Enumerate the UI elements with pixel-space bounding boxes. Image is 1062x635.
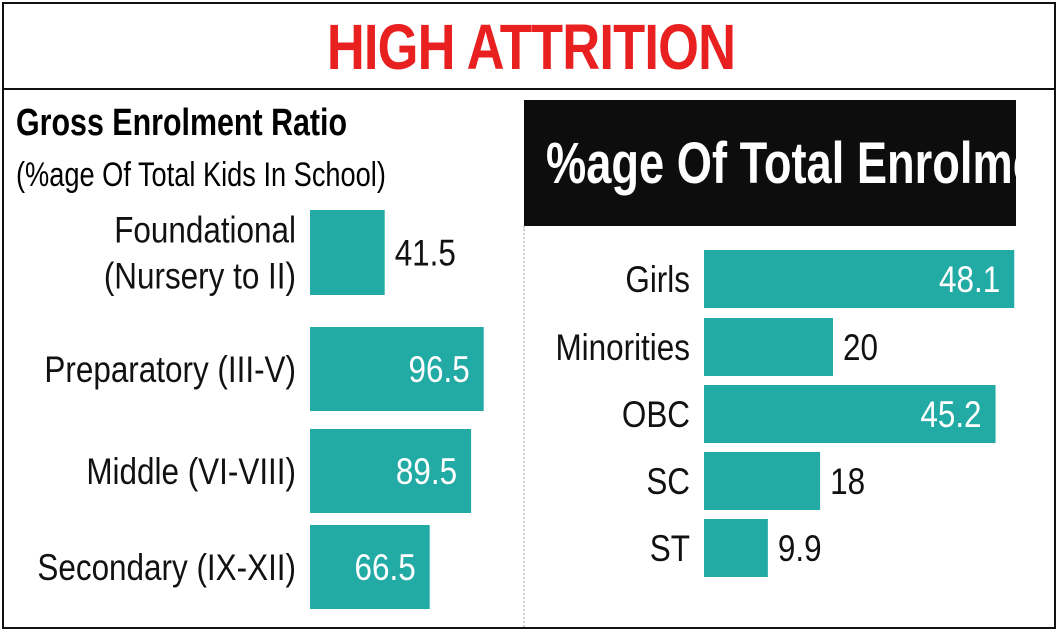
- bar-0-3: [310, 525, 430, 609]
- panel-divider: [523, 226, 525, 627]
- category-label: Girls: [625, 260, 690, 301]
- value-label: 89.5: [396, 452, 457, 493]
- value-label: 41.5: [395, 233, 456, 274]
- category-label: Minorities: [555, 328, 690, 369]
- value-label: 96.5: [409, 350, 470, 391]
- category-label: (Nursery to II): [104, 256, 296, 297]
- header-title: HIGH ATTRITION: [326, 11, 736, 83]
- category-label: Foundational: [114, 210, 296, 251]
- value-label: 45.2: [920, 395, 981, 436]
- bar-1-3: [704, 452, 821, 510]
- bar-0-0: [310, 210, 385, 295]
- bar-0-2: [310, 429, 472, 513]
- bar-1-0: [704, 250, 1015, 308]
- bar-1-1: [704, 318, 833, 376]
- category-label: Secondary (IX-XII): [37, 548, 296, 589]
- category-label: OBC: [622, 395, 690, 436]
- category-label: Middle (VI-VIII): [86, 452, 296, 493]
- value-label: 9.9: [778, 529, 822, 570]
- gross-enrolment-chart: Foundational (Nursery to II) 41.5 Preparato…: [37, 210, 484, 609]
- category-label: Preparatory (III-V): [44, 350, 296, 391]
- category-label: SC: [646, 462, 690, 503]
- header-divider: [4, 88, 1054, 90]
- bar-1-4: [704, 519, 768, 577]
- right-chart-title: %age Of Total Enrolments: [546, 131, 1056, 196]
- category-label: ST: [650, 529, 690, 570]
- enrolment-share-chart: Girls 48.1 Minorities 20 OBC 45.2 SC 18 ST 9.9: [555, 250, 1015, 577]
- value-label: 18: [830, 462, 865, 503]
- value-label: 48.1: [939, 260, 1000, 301]
- right-chart-header: %age Of Total Enrolments: [524, 100, 1054, 226]
- infographic-frame: HIGH ATTRITION Gross Enrolment Ratio (%a…: [2, 2, 1056, 629]
- value-label: 20: [843, 328, 878, 369]
- value-label: 66.5: [355, 548, 416, 589]
- left-chart-subtitle: (%age Of Total Kids In School): [16, 156, 386, 194]
- left-chart-title: Gross Enrolment Ratio: [16, 102, 348, 144]
- bar-0-1: [310, 327, 484, 411]
- bar-1-2: [704, 385, 996, 443]
